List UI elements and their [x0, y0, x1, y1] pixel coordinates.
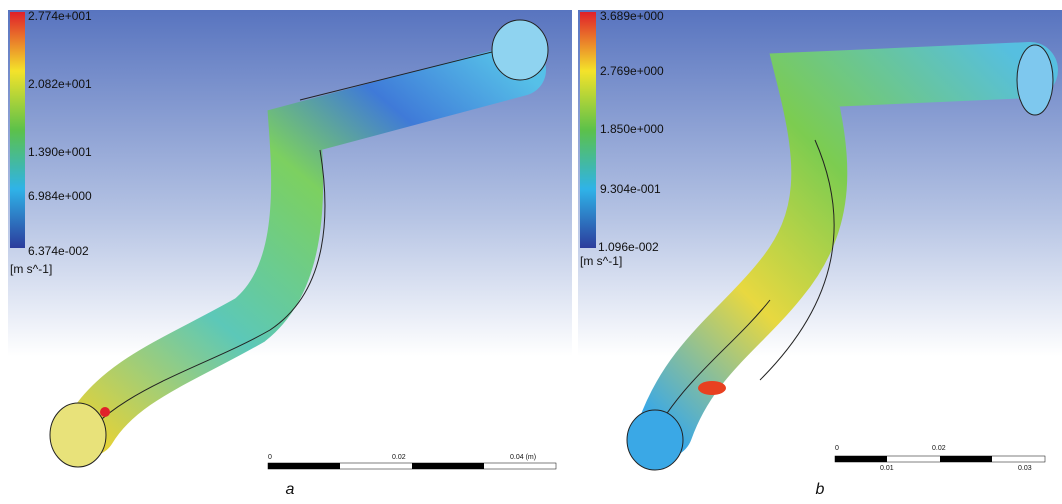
hotspot: [698, 381, 726, 395]
scale-bar-segment: [412, 463, 484, 469]
legend-label: 1.390e+001: [28, 145, 92, 159]
scale-label: 0: [268, 454, 272, 461]
scale-label: 0.04 (m): [510, 454, 536, 461]
legend-label: 6.984e+000: [28, 189, 92, 203]
scale-label: 0.01: [880, 465, 894, 472]
figure: 2.774e+001 2.082e+001 1.390e+001 6.984e+…: [0, 0, 1062, 499]
scale-label: 0.03: [1018, 465, 1032, 472]
legend-label: 9.304e-001: [600, 182, 661, 196]
legend-label: 6.374e-002: [28, 244, 89, 258]
page: 2.774e+001 2.082e+001 1.390e+001 6.984e+…: [0, 0, 1062, 499]
caption: b: [816, 481, 825, 498]
legend-unit: [m s^-1]: [580, 254, 622, 268]
caption: a: [286, 481, 295, 498]
legend-label: 2.082e+001: [28, 77, 92, 91]
legend-label: 1.096e-002: [598, 240, 659, 254]
legend-unit: [m s^-1]: [10, 262, 52, 276]
scale-bar-segment: [835, 456, 887, 462]
hotspot: [100, 407, 110, 417]
scale-label: 0.02: [932, 445, 946, 452]
pipe-outlet: [492, 20, 548, 80]
scale-bar-segment: [940, 456, 992, 462]
colorbar: [10, 12, 25, 248]
legend-label: 3.689e+000: [600, 9, 664, 23]
scale-label: 0: [835, 445, 839, 452]
panel-b: 3.689e+000 2.769e+000 1.850e+000 9.304e-…: [578, 9, 1062, 498]
pipe-inlet: [50, 403, 106, 467]
pipe-inlet: [627, 410, 683, 470]
colorbar: [580, 12, 596, 248]
legend-label: 2.769e+000: [600, 64, 664, 78]
legend-label: 2.774e+001: [28, 9, 92, 23]
pipe-outlet: [1017, 45, 1053, 115]
scale-bar-segment: [268, 463, 340, 469]
scale-label: 0.02: [392, 454, 406, 461]
panel-a: 2.774e+001 2.082e+001 1.390e+001 6.984e+…: [8, 9, 572, 498]
legend-label: 1.850e+000: [600, 122, 664, 136]
